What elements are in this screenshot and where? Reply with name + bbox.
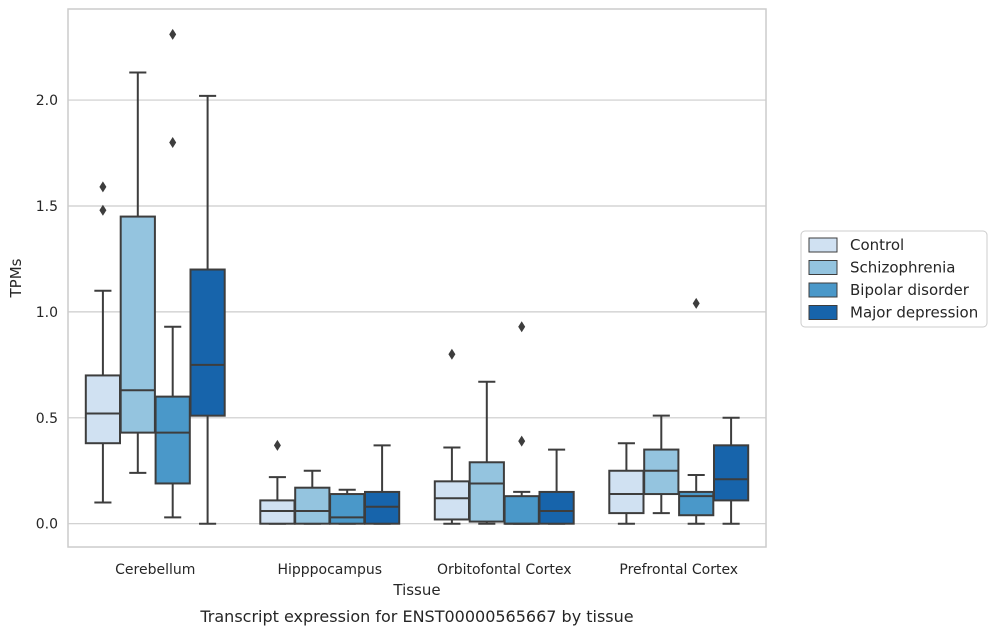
legend-label: Bipolar disorder xyxy=(850,281,970,299)
outlier-marker xyxy=(169,28,177,40)
box-iqr xyxy=(468,461,505,523)
box-iqr xyxy=(538,490,575,525)
legend-swatch xyxy=(808,237,838,253)
legend-label: Control xyxy=(850,236,904,254)
x-axis-label: Tissue xyxy=(392,581,440,599)
legend-label: Schizophrenia xyxy=(850,259,955,277)
box-iqr xyxy=(643,448,680,496)
box-iqr xyxy=(294,486,331,525)
box-major-depression xyxy=(538,448,575,525)
x-tick-label: Prefrontal Cortex xyxy=(619,562,738,578)
outlier-marker xyxy=(99,204,107,216)
box-iqr xyxy=(259,499,296,525)
box-schizophrenia xyxy=(119,71,156,474)
box-bipolar-disorder xyxy=(503,321,540,525)
box-bipolar-disorder xyxy=(678,297,715,525)
box-iqr xyxy=(84,374,122,445)
outlier-marker xyxy=(692,297,700,309)
x-tick-label: Orbitofontal Cortex xyxy=(437,562,572,578)
outlier-marker xyxy=(99,181,107,193)
y-axis-ticks: 0.0 0.5 1.0 1.5 2.0 xyxy=(36,93,58,533)
legend-swatch xyxy=(808,282,838,298)
x-tick-label: Hipppocampus xyxy=(277,562,382,578)
outlier-marker xyxy=(518,435,526,447)
outlier-marker xyxy=(169,136,177,148)
y-tick-label: 1.0 xyxy=(36,305,58,321)
outlier-marker xyxy=(273,439,281,451)
box-control xyxy=(84,181,122,504)
box-iqr xyxy=(119,215,156,434)
box-schizophrenia xyxy=(294,469,331,525)
outlier-marker xyxy=(448,348,456,360)
boxes xyxy=(84,28,750,525)
legend-swatch xyxy=(808,260,838,275)
x-axis-ticks: Cerebellum Hipppocampus Orbitofontal Corte… xyxy=(115,562,738,578)
box-schizophrenia xyxy=(643,414,680,515)
box-iqr xyxy=(154,395,191,485)
x-tick-label: Cerebellum xyxy=(115,562,195,578)
box-iqr xyxy=(608,469,645,515)
legend-label: Major depression xyxy=(850,304,978,322)
figure-caption: Transcript expression for ENST0000056566… xyxy=(199,607,633,626)
box-major-depression xyxy=(712,416,750,525)
box-schizophrenia xyxy=(468,380,505,525)
legend-swatch xyxy=(808,305,838,320)
y-tick-label: 1.5 xyxy=(36,199,58,215)
y-tick-label: 0.0 xyxy=(36,517,58,533)
y-tick-label: 2.0 xyxy=(36,93,58,109)
box-iqr xyxy=(678,490,715,517)
legend: Control Schizophrenia Bipolar disorder Majo… xyxy=(800,230,988,328)
box-bipolar-disorder xyxy=(329,488,366,525)
box-iqr xyxy=(329,493,366,525)
box-iqr xyxy=(189,268,226,417)
y-tick-label: 0.5 xyxy=(36,411,58,427)
box-control xyxy=(433,348,471,525)
box-control xyxy=(608,442,645,525)
box-bipolar-disorder xyxy=(154,28,191,519)
box-iqr xyxy=(712,444,750,502)
outlier-marker xyxy=(518,321,526,333)
box-control xyxy=(259,439,296,525)
box-iqr xyxy=(433,480,471,521)
box-major-depression xyxy=(189,94,226,525)
box-iqr xyxy=(503,495,540,525)
box-major-depression xyxy=(363,444,401,525)
box-iqr xyxy=(363,490,401,525)
y-axis-label: TPMs xyxy=(7,258,25,298)
legend-frame xyxy=(800,230,988,328)
